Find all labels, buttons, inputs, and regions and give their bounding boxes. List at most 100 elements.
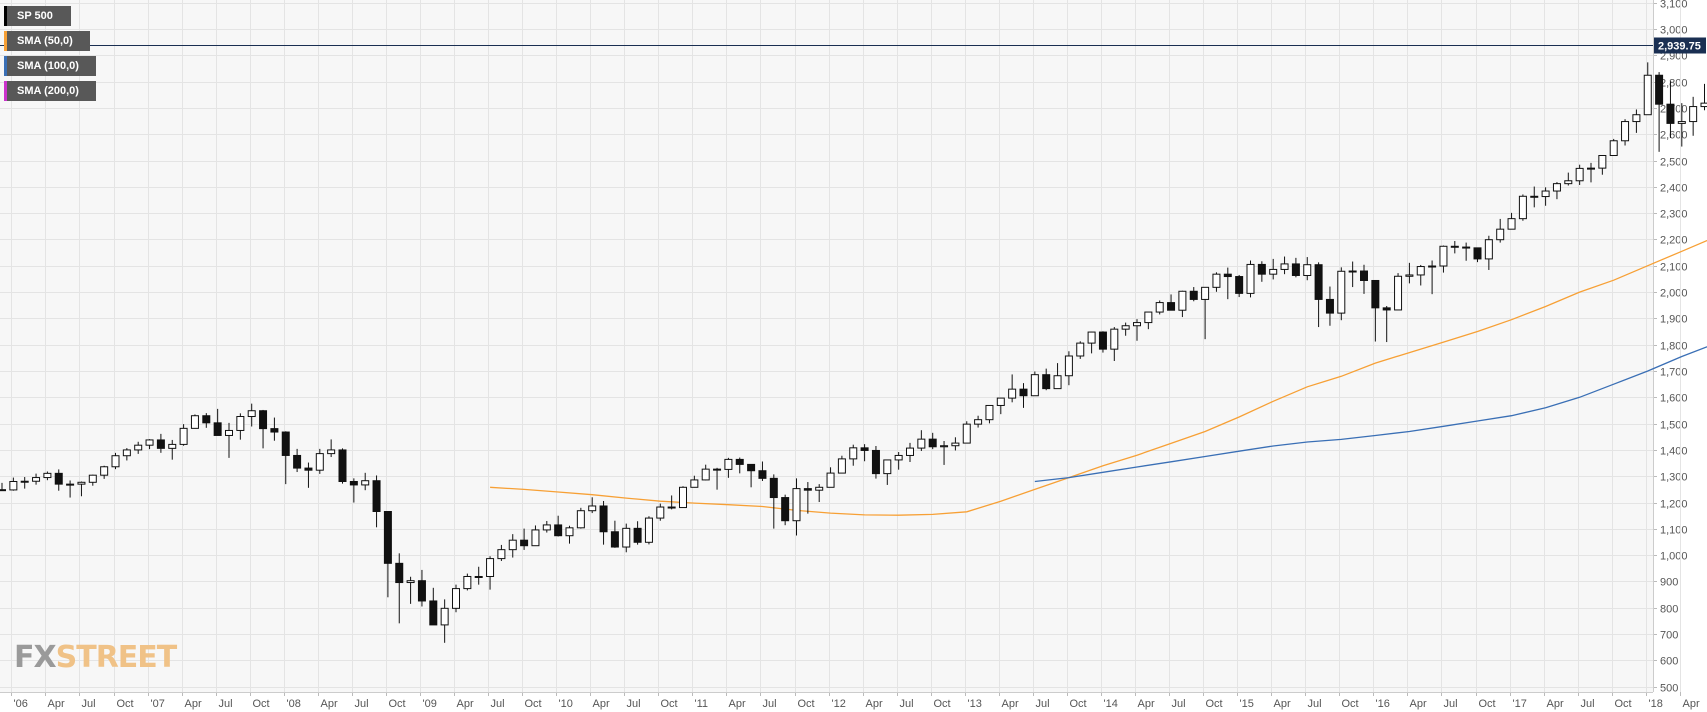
candle-body	[1303, 264, 1312, 276]
candle	[1189, 287, 1198, 302]
candle-body	[111, 455, 120, 468]
candle-body	[1155, 302, 1164, 313]
candle	[1133, 319, 1141, 341]
candle	[1382, 306, 1391, 343]
candle-body	[747, 463, 756, 472]
legend-item-sma50[interactable]: SMA (50,0)	[4, 31, 90, 51]
x-tick-label: Oct	[1206, 698, 1223, 710]
candle	[32, 473, 41, 485]
logo-part-b: STREET	[55, 640, 178, 675]
y-tick-label: 1,800	[1660, 341, 1688, 353]
candle	[1008, 374, 1017, 403]
x-tick-label: '06	[14, 698, 28, 710]
candle-body	[1235, 276, 1244, 294]
candle	[747, 463, 756, 488]
candle-body	[520, 539, 529, 547]
candle-body	[917, 438, 926, 449]
candle	[190, 414, 199, 429]
candle-body	[20, 480, 29, 483]
candle-body	[1212, 273, 1221, 288]
candle-body	[713, 468, 722, 471]
candle	[679, 486, 687, 509]
x-tick-label: Oct	[661, 698, 678, 710]
candle-body	[259, 410, 268, 430]
y-tick-label: 600	[1660, 656, 1678, 668]
x-tick-label: '18	[1649, 698, 1663, 710]
candle-body	[1394, 275, 1403, 311]
x-tick-label: '17	[1513, 698, 1527, 710]
candle-body	[871, 449, 880, 475]
candle	[1155, 300, 1164, 315]
candle	[168, 439, 177, 460]
candle	[883, 459, 892, 485]
candle-body	[168, 443, 177, 449]
candle	[247, 403, 256, 427]
candle-body	[1144, 311, 1153, 324]
candle	[134, 441, 143, 454]
y-tick-label: 2,200	[1660, 235, 1688, 247]
candle	[1314, 262, 1323, 328]
candle	[1246, 260, 1255, 298]
candle	[1416, 264, 1425, 286]
y-tick-label: 2,600	[1660, 130, 1688, 142]
candle-body	[1507, 218, 1516, 230]
candle-body	[1314, 264, 1323, 300]
candle	[508, 534, 517, 558]
candle	[940, 440, 949, 465]
candle	[327, 439, 336, 458]
candle-body	[1189, 290, 1198, 300]
candle-body	[281, 431, 290, 456]
candle-body	[145, 439, 154, 446]
candle	[542, 520, 551, 533]
legend-item-sma100[interactable]: SMA (100,0)	[4, 56, 96, 76]
candle	[701, 464, 710, 481]
x-tick-label: Jul	[219, 698, 233, 710]
candle	[270, 417, 279, 441]
y-tick-label: 2,800	[1660, 78, 1688, 90]
candle-body	[497, 549, 506, 560]
candle-body	[690, 479, 699, 488]
candle-body	[1621, 121, 1630, 142]
candle-body	[361, 480, 370, 486]
candle-body	[1552, 183, 1561, 192]
legend-label-sma200: SMA (200,0)	[17, 85, 79, 97]
candle	[554, 515, 563, 537]
candle-body	[1076, 342, 1085, 357]
x-tick-label: '08	[287, 698, 301, 710]
candle-body	[1371, 279, 1380, 309]
candle-body	[486, 558, 495, 577]
candle	[213, 408, 222, 436]
candle	[281, 431, 290, 485]
candle	[599, 500, 608, 545]
candle	[1098, 331, 1107, 353]
legend-swatch-sp500	[4, 6, 7, 26]
candle	[656, 503, 665, 521]
candle-body	[792, 488, 801, 522]
x-tick-label: '07	[151, 698, 165, 710]
candle	[588, 497, 597, 514]
legend-swatch-sma50	[4, 31, 7, 51]
x-tick-label: Jul	[82, 698, 96, 710]
y-tick-label: 1,000	[1660, 551, 1688, 563]
candle	[1303, 257, 1312, 281]
candle-body	[100, 466, 109, 476]
candle-body	[9, 481, 18, 491]
x-tick-label: Oct	[798, 698, 815, 710]
candle-body	[701, 468, 710, 481]
candle-body	[781, 497, 790, 522]
candle	[0, 482, 6, 492]
candle-body	[610, 531, 619, 548]
candle-body	[1405, 274, 1414, 277]
x-tick-label: Apr	[593, 698, 610, 710]
candle	[962, 421, 971, 444]
x-tick-label: '14	[1104, 698, 1118, 710]
legend-item-sp500[interactable]: SP 500	[4, 6, 71, 26]
candle-body	[1053, 375, 1062, 390]
candle	[417, 569, 426, 607]
candle-body	[1291, 263, 1300, 276]
candle-body	[383, 511, 392, 564]
legend-item-sma200[interactable]: SMA (200,0)	[4, 81, 96, 101]
candle	[1371, 279, 1380, 342]
x-tick-label: Apr	[866, 698, 883, 710]
candle	[1666, 81, 1675, 138]
